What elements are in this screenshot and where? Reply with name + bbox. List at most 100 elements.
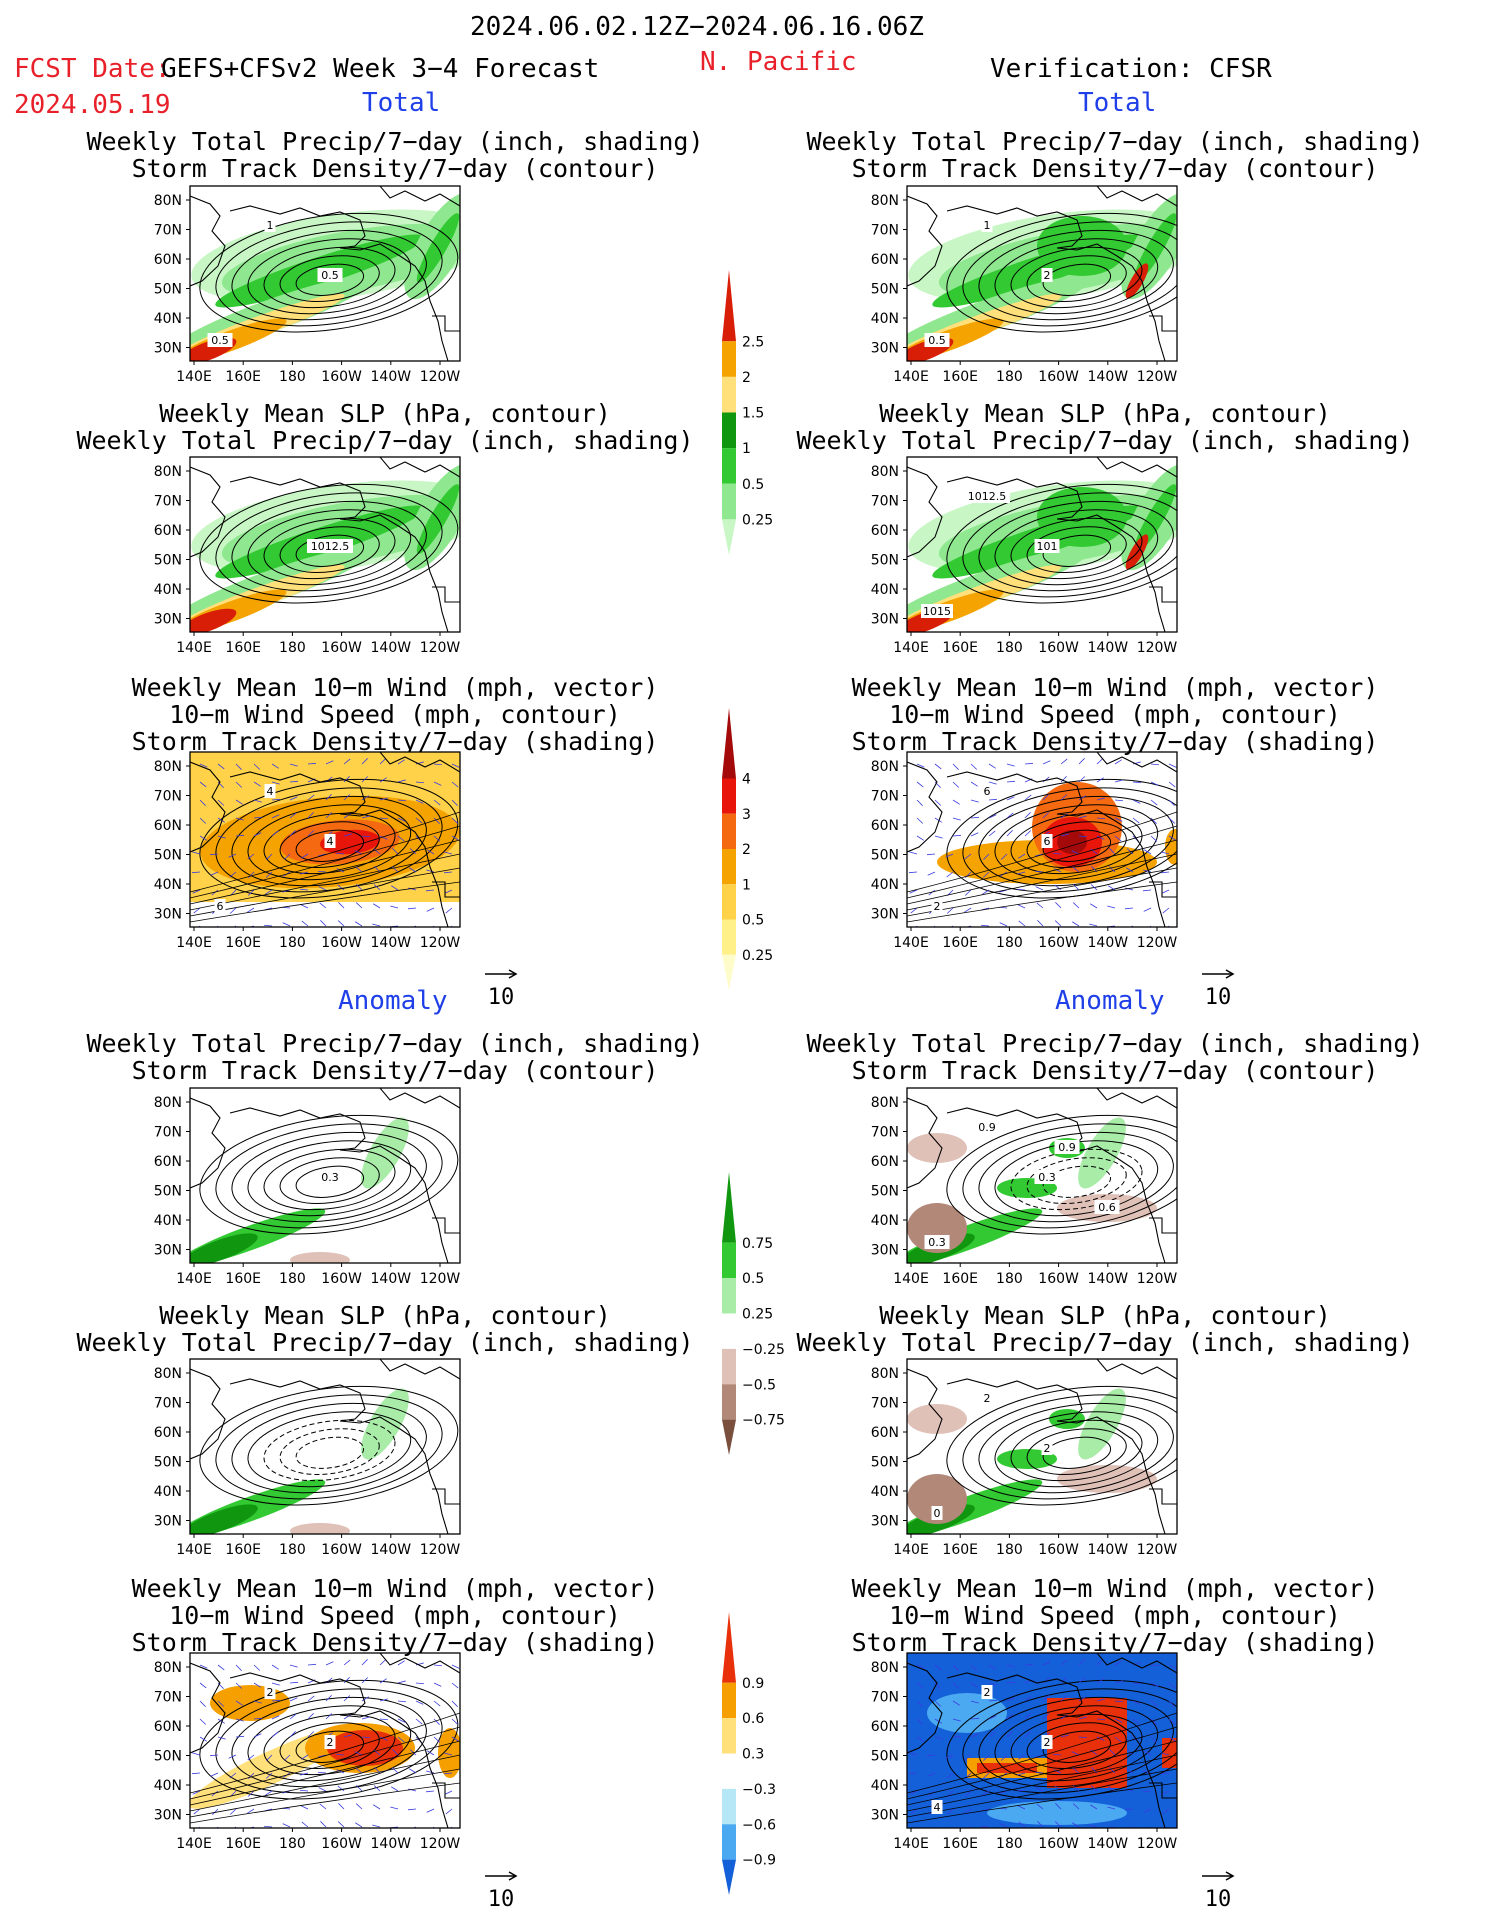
colorbar-segment <box>722 1278 736 1314</box>
contour-label: 101 <box>1037 540 1058 553</box>
wind-vector <box>1006 1681 1016 1684</box>
wind-vector <box>916 1736 924 1742</box>
coast-canada <box>379 186 460 207</box>
lon-label-160W: 160W <box>1038 1836 1079 1852</box>
contour-label-bg <box>264 1685 276 1699</box>
wind-vector <box>1078 1677 1086 1684</box>
lat-label-70N: 70N <box>871 1125 899 1141</box>
wind-vector <box>373 1785 381 1792</box>
lat-label-50N: 50N <box>871 282 899 298</box>
wind-vector <box>266 853 273 860</box>
coast-alaska <box>339 243 449 361</box>
wind-vector <box>325 794 332 801</box>
contour-label-bg <box>317 268 343 282</box>
wind-vector <box>361 835 371 838</box>
wind-vector <box>1143 1770 1152 1774</box>
wind-vector <box>1090 848 1098 855</box>
colorbar-label: 4 <box>742 772 751 788</box>
coast-asia <box>907 1662 943 1754</box>
colorbar-segment <box>722 708 736 779</box>
wind-vector <box>1168 1700 1175 1707</box>
colorbar-label: −0.25 <box>742 1342 785 1358</box>
lat-label-60N: 60N <box>154 1425 182 1441</box>
contour-label: 1015 <box>923 605 951 618</box>
wind-vector <box>1017 1805 1026 1810</box>
map-frame <box>906 456 1178 633</box>
wind-vector <box>1035 853 1044 857</box>
contour-label-bg <box>317 1170 343 1184</box>
contour-label-bg <box>981 784 993 798</box>
lon-label-140E: 140E <box>176 1542 212 1558</box>
wind-vector <box>1161 1772 1170 1775</box>
colorbar-label: −0.6 <box>742 1817 776 1833</box>
colorbar-label: 2 <box>742 370 751 386</box>
wind-vector <box>1126 867 1134 873</box>
lat-label-60N: 60N <box>871 252 899 268</box>
wind-vector <box>1162 1808 1170 1815</box>
wind-vector <box>253 1700 262 1704</box>
wind-vector <box>910 1808 918 1815</box>
wind-vector <box>343 833 352 837</box>
wind-vector <box>307 1731 315 1738</box>
wind-vector <box>964 1808 972 1814</box>
wind-vector <box>1018 853 1026 859</box>
precip-shade-jet-red <box>190 608 237 632</box>
wind-vector <box>1006 1731 1013 1738</box>
wind-vector <box>282 1823 291 1828</box>
wind-vector <box>373 884 381 891</box>
coast-arctic <box>229 476 366 520</box>
wind-vector <box>1114 1700 1124 1703</box>
wind-vector <box>415 1700 424 1705</box>
wind-vector <box>433 817 440 824</box>
wind-vector <box>1109 1749 1116 1756</box>
lat-label-50N: 50N <box>871 553 899 569</box>
anom-storm-red-bar <box>977 1763 1037 1773</box>
wind-vector <box>361 815 370 819</box>
contour-line <box>279 1428 380 1475</box>
border-us <box>432 1782 460 1799</box>
wind-vector <box>426 907 435 912</box>
wind-vector <box>210 1772 219 1777</box>
lon-label-180: 180 <box>996 369 1023 385</box>
border-us <box>1149 881 1177 898</box>
wind-vector <box>335 852 345 855</box>
colorbar-label: 0.75 <box>742 1236 773 1252</box>
wind-vector <box>444 871 453 874</box>
wind-vector <box>210 871 219 876</box>
border-us <box>432 586 460 603</box>
speed-contour <box>190 839 460 905</box>
map-obs-anom-wind: 80N 70N 60N 50N 40N 30N 140E 160E 180 160W 140W 120… <box>871 1652 1178 1852</box>
wind-vector <box>1024 1713 1031 1720</box>
coast-alaska <box>339 514 449 632</box>
contours-fc-total-precip <box>199 212 459 333</box>
lon-label-140E: 140E <box>176 1271 212 1287</box>
lon-label-160E: 160E <box>942 935 978 951</box>
wind-vector <box>1096 1698 1105 1702</box>
wind-vector <box>391 866 399 873</box>
lon-label-180: 180 <box>996 935 1023 951</box>
wind-vector <box>1072 1803 1080 1810</box>
wind-vector <box>988 781 997 785</box>
contour-line <box>231 1696 427 1788</box>
wind-vector <box>427 1750 435 1756</box>
wind-vector <box>217 1700 225 1707</box>
wind-vector <box>988 1731 996 1738</box>
wind-vector <box>1114 1680 1123 1684</box>
lon-label-160W: 160W <box>1038 369 1079 385</box>
coast-asia <box>907 195 943 287</box>
colorbar-label: 2.5 <box>742 334 764 350</box>
anom-shade-brown-1 <box>290 1252 350 1263</box>
wind-vector <box>199 817 207 824</box>
wind-vector <box>343 758 351 765</box>
colorbar-precip-anom: 0.75 0.5 0.25 −0.25 −0.5 −0.75 <box>722 1172 785 1455</box>
contour-line <box>1042 829 1112 862</box>
contour-line <box>247 1411 412 1488</box>
speed-contour <box>907 839 1177 905</box>
wind-vector <box>1055 902 1062 909</box>
lon-label-160W: 160W <box>321 369 362 385</box>
contour-label-bg <box>974 1120 1000 1134</box>
wind-vector <box>1024 794 1032 801</box>
wind-vector <box>356 1785 363 1792</box>
wind-vector <box>265 1772 273 1779</box>
lat-label-70N: 70N <box>154 494 182 510</box>
